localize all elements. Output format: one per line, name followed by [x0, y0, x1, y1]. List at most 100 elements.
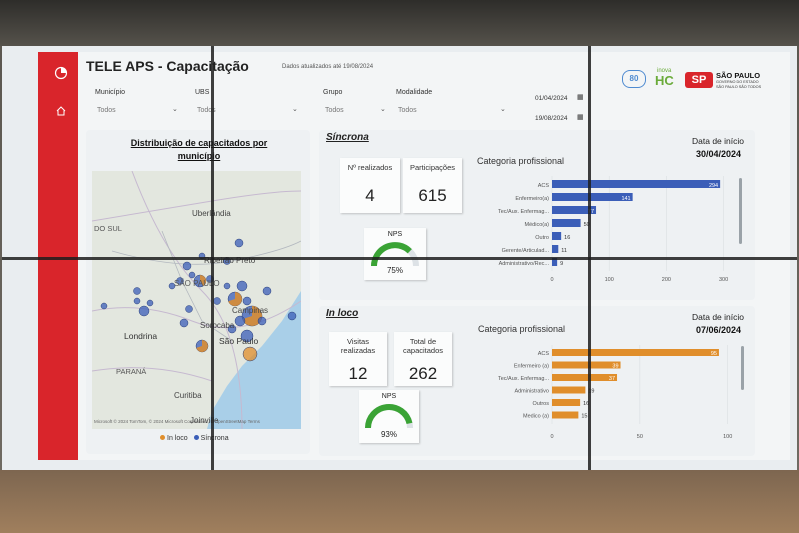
bar[interactable]: [552, 245, 559, 253]
map-bubble[interactable]: [236, 280, 248, 292]
bar[interactable]: [552, 193, 633, 201]
inloco-nps-fill: [364, 403, 413, 429]
chevron-down-icon[interactable]: ⌄: [380, 106, 386, 113]
inloco-date-label: Data de início: [692, 312, 744, 322]
sincrona-nps-gauge: NPS 75%: [364, 228, 426, 280]
bar[interactable]: [552, 399, 581, 406]
map-label-curitiba: Curitiba: [174, 391, 202, 400]
bar[interactable]: [552, 180, 721, 188]
data-label: 9: [560, 261, 563, 267]
filter-ubs-select[interactable]: Todos: [197, 107, 216, 114]
map-bubble[interactable]: [179, 318, 189, 328]
map-bubble[interactable]: [242, 296, 252, 306]
map-bubble[interactable]: [185, 305, 193, 313]
category-label: Tec/Aux. Enfermag...: [498, 209, 550, 215]
map-bubble[interactable]: [227, 324, 237, 334]
filter-ubs-label: UBS: [195, 89, 210, 96]
filter-municipio-label: Município: [95, 89, 125, 96]
filter-modalidade-label: Modalidade: [396, 89, 433, 96]
map-bubble[interactable]: [133, 297, 141, 305]
map-bubble[interactable]: [234, 315, 246, 327]
legend-inloco-swatch: [160, 435, 165, 440]
legend-sincrona-swatch: [193, 435, 199, 440]
sincrona-chart-scrollbar[interactable]: [739, 178, 742, 244]
map-bubble[interactable]: [242, 346, 258, 362]
inloco-chart-scrollbar[interactable]: [741, 346, 744, 390]
map-bubble[interactable]: [223, 282, 231, 290]
map-bubble[interactable]: [176, 277, 184, 285]
bar[interactable]: [552, 232, 562, 240]
map-bubble[interactable]: [234, 238, 244, 248]
data-label: 50: [584, 222, 590, 228]
chevron-down-icon[interactable]: ⌄: [500, 106, 506, 113]
inloco-cat-title: Categoria profissional: [478, 324, 566, 334]
inloco-nps-label: NPS: [381, 393, 397, 400]
map-bubble[interactable]: [262, 286, 272, 296]
map-bubble[interactable]: [168, 282, 176, 290]
filter-modalidade-select[interactable]: Todos: [398, 107, 417, 114]
filter-grupo-label: Grupo: [323, 89, 343, 96]
bar[interactable]: [552, 349, 719, 356]
data-label: 11: [561, 248, 567, 254]
bezel-divider: [2, 257, 797, 260]
pie-chart-icon[interactable]: [54, 66, 68, 80]
map-bubble[interactable]: [257, 316, 267, 326]
map-bubble[interactable]: [287, 311, 297, 321]
map-visual[interactable]: Uberlândia DO SUL Ribeirão Preto SÃO PAU…: [92, 171, 301, 429]
map-label-joinville: Joinville: [190, 416, 219, 425]
logo-hc: HC: [655, 73, 674, 88]
map-bubble[interactable]: [240, 329, 254, 343]
category-label: ACS: [538, 351, 550, 357]
calendar-icon[interactable]: ▦: [577, 94, 584, 101]
map-bubble[interactable]: [188, 271, 196, 279]
logo-sao-paulo: SP SÃO PAULO GOVERNO DO ESTADO SÃO PAULO…: [685, 70, 761, 92]
sincrona-date-value: 30/04/2024: [695, 149, 741, 159]
map-bubble[interactable]: [133, 287, 141, 295]
map-bubble[interactable]: [146, 299, 154, 307]
chevron-down-icon[interactable]: ⌄: [292, 106, 298, 113]
filter-grupo-select[interactable]: Todos: [325, 107, 344, 114]
video-wall-screen: TELE APS - Capacitação Dados atualizados…: [2, 46, 797, 470]
sincrona-title: Síncrona: [326, 132, 369, 143]
bar[interactable]: [552, 258, 558, 266]
map-label-sao-paulo-state: SÃO PAULO: [174, 279, 220, 288]
date-start-input[interactable]: 01/04/2024: [535, 95, 568, 102]
sp-emblem: SP: [685, 72, 713, 88]
kpi-visitas-value: 12: [348, 364, 368, 383]
map-bubble[interactable]: [213, 297, 221, 305]
map-label-parana: PARANÁ: [116, 367, 146, 376]
inloco-category-chart: 0 50 100 ACS 95 Enfermeiro (a) 39 Tec/Aux. Enfe…: [498, 345, 732, 440]
calendar-icon[interactable]: ▦: [577, 114, 584, 121]
map-bubble[interactable]: [138, 305, 150, 317]
home-icon[interactable]: [56, 106, 66, 116]
kpi-total-label: Total de capacitados: [402, 337, 444, 355]
kpi-participacoes: Participações 615: [403, 158, 462, 213]
sincrona-date-label: Data de início: [692, 136, 744, 146]
chevron-down-icon[interactable]: ⌄: [172, 106, 178, 113]
map-bubble[interactable]: [100, 302, 108, 310]
logo-inova: inova: [657, 68, 672, 74]
logo-80-anos: 80: [622, 70, 646, 88]
data-label: 141: [621, 196, 630, 202]
legend-inloco-label: In loco: [167, 435, 188, 442]
bar[interactable]: [552, 206, 597, 214]
side-navigation-bar: [38, 52, 78, 460]
map-bubble[interactable]: [182, 261, 192, 271]
bar[interactable]: [552, 411, 579, 419]
bar[interactable]: [552, 361, 621, 369]
category-label: Administrativo/Rec...: [499, 261, 550, 267]
map-label-sao-paulo: São Paulo: [219, 336, 258, 346]
bar[interactable]: [552, 219, 581, 227]
x-tick-label: 200: [662, 277, 671, 283]
data-label: 95: [711, 351, 717, 357]
bar[interactable]: [552, 374, 618, 381]
category-label: Enfermeiro (a): [514, 364, 549, 370]
map-credit: Microsoft © 2024 TomTom, © 2024 Microsof…: [94, 419, 260, 424]
sincrona-nps-label: NPS: [387, 231, 403, 238]
category-label: Médico(a): [525, 222, 550, 228]
filter-municipio-select[interactable]: Todos: [97, 107, 116, 114]
bar[interactable]: [552, 386, 586, 394]
map-svg: Uberlândia DO SUL Ribeirão Preto SÃO PAU…: [92, 171, 301, 429]
date-end-input[interactable]: 19/08/2024: [535, 115, 568, 122]
data-label: 37: [609, 376, 615, 382]
